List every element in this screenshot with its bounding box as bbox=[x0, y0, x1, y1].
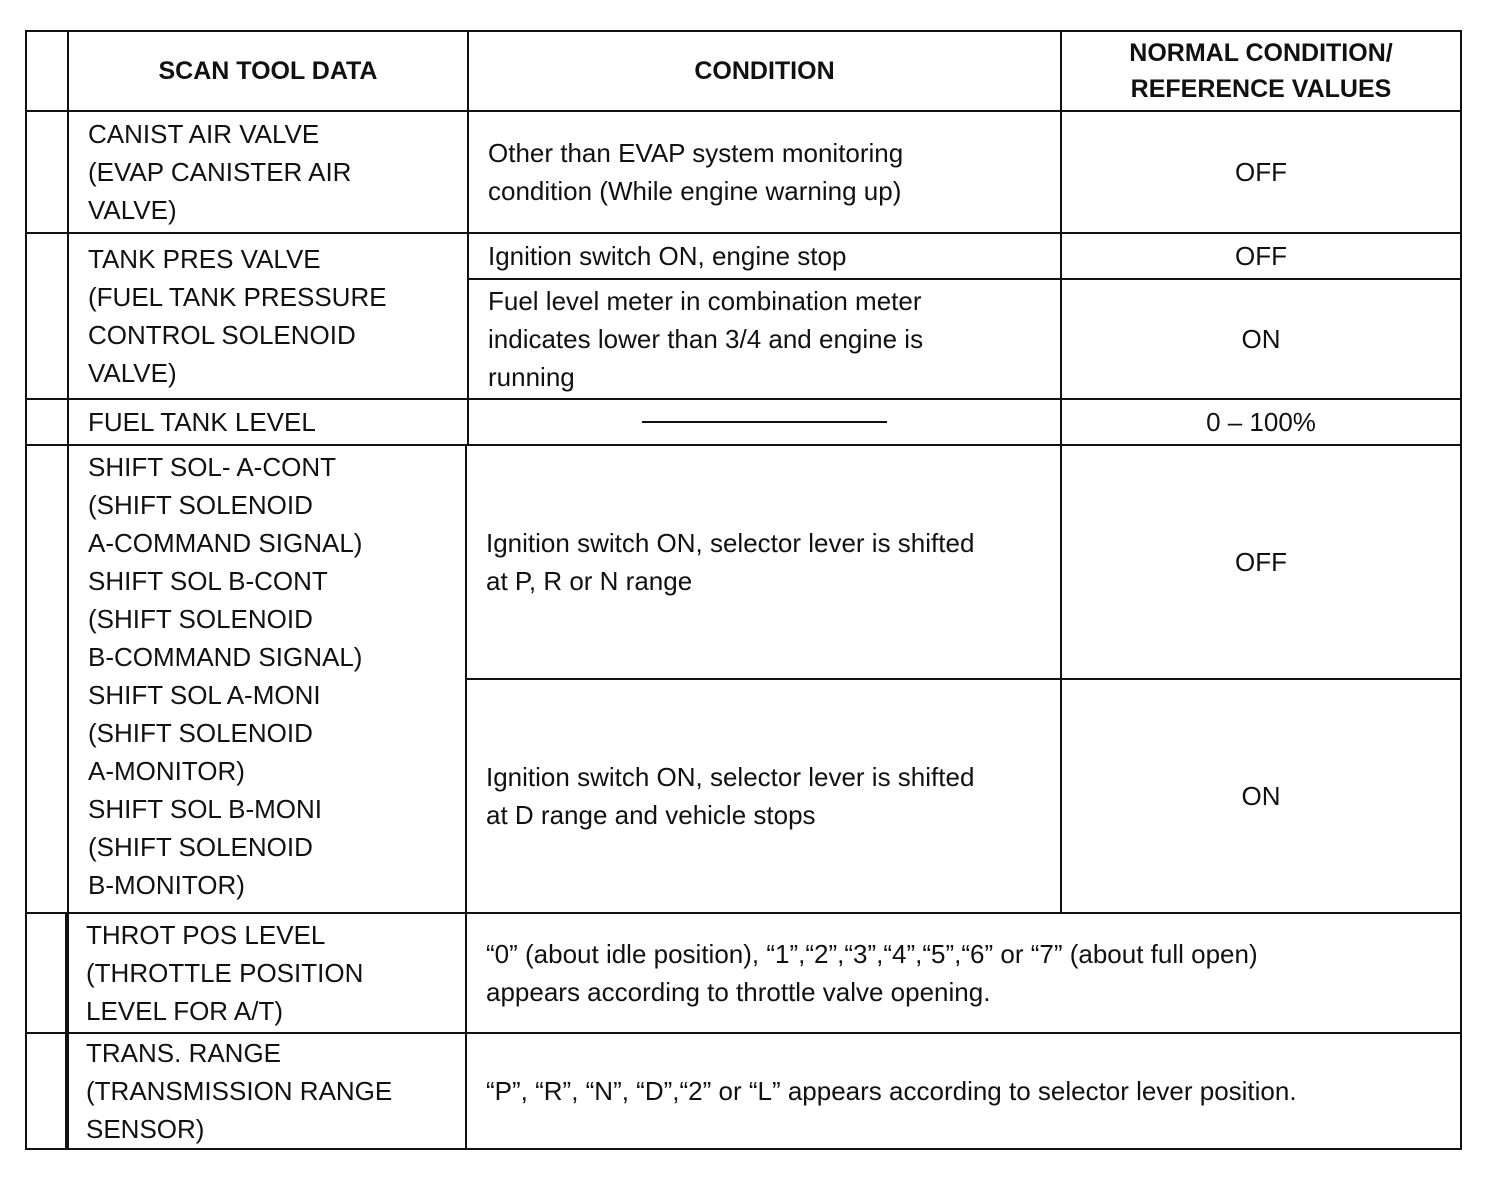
item-cell: FUEL TANK LEVEL bbox=[67, 398, 469, 446]
note-cell: “P”, “R”, “N”, “D”,“2” or “L” appears ac… bbox=[465, 1032, 1462, 1150]
value-cell: ON bbox=[1060, 678, 1462, 914]
blank-cell bbox=[25, 110, 69, 234]
note-cell: “0” (about idle position), “1”,“2”,“3”,“… bbox=[465, 912, 1462, 1034]
item-cell: THROT POS LEVEL (THROTTLE POSITION LEVEL… bbox=[65, 912, 467, 1034]
item-cell: CANIST AIR VALVE (EVAP CANISTER AIR VALV… bbox=[67, 110, 469, 234]
value-cell: 0 – 100% bbox=[1060, 398, 1462, 446]
item-cell: SHIFT SOL- A-CONT (SHIFT SOLENOID A-COMM… bbox=[67, 444, 467, 914]
blank-cell bbox=[25, 444, 69, 914]
blank-cell bbox=[25, 398, 69, 446]
value-cell: OFF bbox=[1060, 232, 1462, 280]
header-normal-values: NORMAL CONDITION/ REFERENCE VALUES bbox=[1060, 30, 1462, 112]
blank-cell bbox=[25, 1032, 69, 1150]
item-cell: TANK PRES VALVE (FUEL TANK PRESSURE CONT… bbox=[67, 232, 469, 400]
blank-cell bbox=[25, 232, 69, 400]
blank-cell bbox=[25, 30, 69, 112]
blank-cell bbox=[25, 912, 69, 1034]
condition-cell: Fuel level meter in combination meter in… bbox=[467, 278, 1062, 400]
header-scan-tool-data: SCAN TOOL DATA bbox=[67, 30, 469, 112]
condition-cell: Ignition switch ON, selector lever is sh… bbox=[465, 678, 1062, 914]
header-condition: CONDITION bbox=[467, 30, 1062, 112]
value-cell: OFF bbox=[1060, 110, 1462, 234]
condition-cell: Ignition switch ON, selector lever is sh… bbox=[465, 444, 1062, 680]
dash-line bbox=[642, 421, 887, 423]
item-cell: TRANS. RANGE (TRANSMISSION RANGE SENSOR) bbox=[65, 1032, 467, 1150]
condition-cell: Ignition switch ON, engine stop bbox=[467, 232, 1062, 280]
condition-cell: Other than EVAP system monitoring condit… bbox=[467, 110, 1062, 234]
value-cell: OFF bbox=[1060, 444, 1462, 680]
condition-cell-empty bbox=[467, 398, 1062, 446]
value-cell: ON bbox=[1060, 278, 1462, 400]
